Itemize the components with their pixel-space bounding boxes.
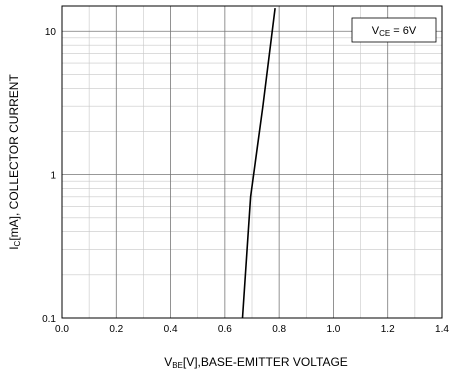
y-axis-title-main: I bbox=[7, 246, 21, 249]
x-tick-label: 0.6 bbox=[218, 324, 232, 335]
annotation-box: VCE = 6V bbox=[351, 17, 437, 43]
y-tick-label: 10 bbox=[45, 27, 57, 38]
annotation-rest: = 6V bbox=[390, 25, 417, 37]
minor-grid bbox=[62, 6, 442, 318]
y-tick-label: 0.1 bbox=[42, 314, 56, 325]
x-tick-labels: 0.0 0.2 0.4 0.6 0.8 1.0 1.2 1.4 bbox=[55, 324, 449, 335]
series-line bbox=[241, 8, 276, 319]
y-axis-title: IC[mA], COLLECTOR CURRENT bbox=[7, 74, 22, 250]
x-axis-title-rest: [V],BASE-EMITTER VOLTAGE bbox=[183, 355, 348, 369]
annotation-sub: CE bbox=[379, 29, 390, 38]
annotation-main: V bbox=[372, 25, 380, 37]
x-tick-label: 1.2 bbox=[381, 324, 395, 335]
y-axis-title-rest: [mA], COLLECTOR CURRENT bbox=[7, 74, 21, 241]
x-tick-label: 0.2 bbox=[109, 324, 123, 335]
x-tick-label: 1.4 bbox=[435, 324, 449, 335]
x-tick-label: 0.4 bbox=[164, 324, 178, 335]
annotation-text: VCE = 6V bbox=[372, 25, 417, 38]
x-axis-title-main: V bbox=[164, 355, 172, 369]
y-tick-label: 1 bbox=[50, 171, 56, 182]
x-axis-title: VBE[V],BASE-EMITTER VOLTAGE bbox=[164, 355, 348, 370]
y-tick-labels: 0.1 1 10 bbox=[42, 27, 56, 325]
x-axis-title-sub: BE bbox=[172, 361, 183, 370]
annotation-frame bbox=[351, 17, 437, 43]
x-tick-label: 0.0 bbox=[55, 324, 69, 335]
x-tick-label: 0.8 bbox=[272, 324, 286, 335]
x-tick-label: 1.0 bbox=[326, 324, 340, 335]
series-layer bbox=[241, 8, 276, 319]
plot-frame bbox=[61, 5, 443, 319]
y-axis-title-sub: C bbox=[13, 240, 22, 246]
